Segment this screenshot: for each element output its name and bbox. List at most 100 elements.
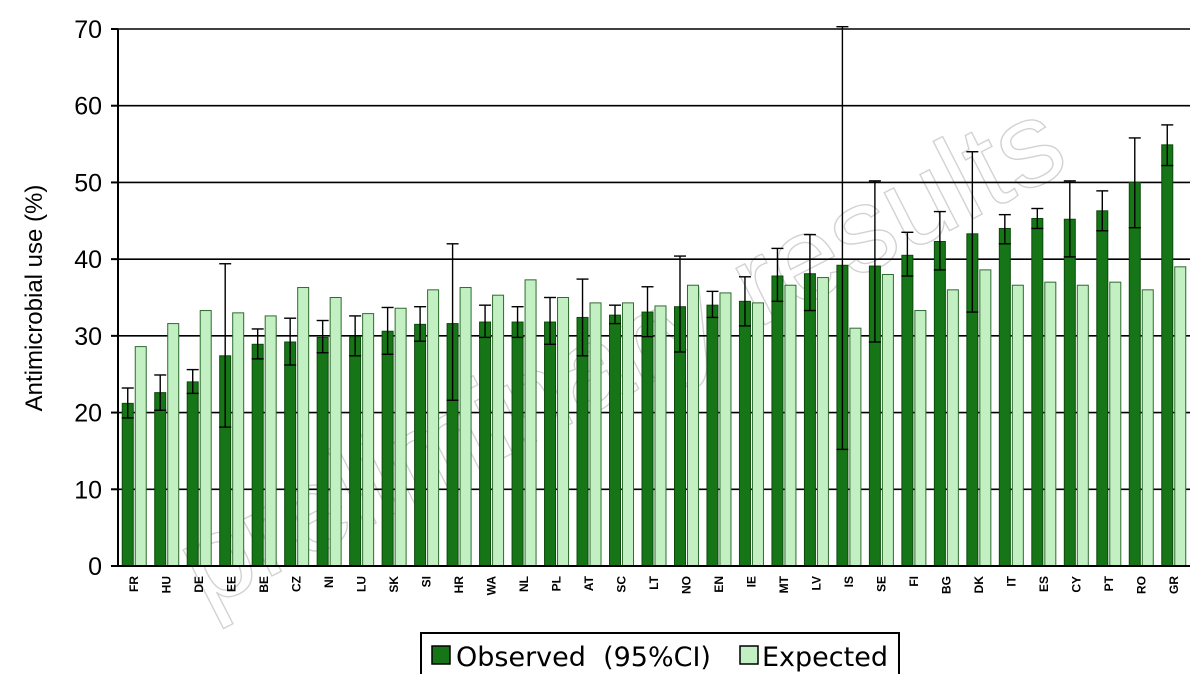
x-tick-label-DK: DK	[972, 576, 986, 594]
bar-observed-BG	[933, 240, 946, 567]
y-tick-label-10: 10	[74, 476, 102, 504]
x-tick-label-EE: EE	[225, 576, 239, 592]
bar-expected-AT	[589, 302, 602, 567]
bar-expected-PL	[557, 297, 570, 567]
y-tick-label-50: 50	[74, 169, 102, 197]
bar-observed-HU	[154, 392, 167, 567]
y-tick-label-0: 0	[88, 553, 102, 581]
bar-expected-IE	[751, 302, 764, 567]
bar-expected-IT	[1011, 284, 1024, 567]
bar-observed-LV	[803, 273, 816, 567]
x-tick-label-BE: BE	[257, 576, 271, 593]
bar-observed-LT	[641, 311, 654, 567]
gridlines	[111, 28, 1190, 567]
legend-box	[420, 632, 900, 674]
bar-expected-FR	[134, 346, 147, 567]
bar-expected-RO	[1141, 289, 1154, 567]
x-tick-label-BG: BG	[939, 576, 953, 594]
bar-expected-FI	[914, 310, 927, 567]
bar-expected-SI	[427, 289, 440, 567]
bar-expected-HU	[167, 323, 180, 567]
bar-observed-SI	[414, 323, 427, 567]
bar-observed-CZ	[284, 341, 297, 567]
bar-observed-PL	[544, 321, 557, 567]
y-tick-label-40: 40	[74, 246, 102, 274]
y-tick-label-60: 60	[74, 93, 102, 121]
x-tick-label-GR: GR	[1167, 576, 1181, 594]
bar-observed-FI	[901, 254, 914, 567]
bar-expected-SC	[622, 302, 635, 567]
bar-expected-MT	[784, 284, 797, 567]
x-tick-label-NL: NL	[517, 576, 531, 592]
y-tick-label-20: 20	[74, 400, 102, 428]
x-tick-label-WA: WA	[485, 576, 499, 596]
legend-swatch-observed	[431, 645, 451, 665]
legend-label-expected: Expected	[762, 642, 888, 673]
bar-observed-FR	[121, 402, 134, 567]
x-tick-label-CZ: CZ	[290, 576, 304, 592]
bar-observed-BE	[251, 343, 264, 567]
x-tick-label-ES: ES	[1037, 576, 1051, 592]
x-tick-label-AT: AT	[582, 575, 596, 591]
x-tick-label-SI: SI	[420, 576, 434, 587]
bar-expected-GR	[1174, 266, 1187, 567]
bar-expected-DK	[979, 269, 992, 567]
bar-expected-LU	[362, 313, 375, 567]
bar-observed-SC	[609, 314, 622, 567]
bar-expected-WA	[492, 294, 505, 567]
bar-expected-ES	[1044, 281, 1057, 567]
bar-observed-PT	[1096, 210, 1109, 567]
x-tick-label-HU: HU	[160, 576, 174, 593]
bar-expected-IS	[849, 327, 862, 567]
bar-expected-NO	[686, 284, 699, 567]
x-tick-labels: FR HU DE EE BE CZ NI LU SK SI HR WA NL PL AT SC LT NO EN IE…	[127, 575, 1181, 595]
bar-observed-ES	[1031, 217, 1044, 567]
bar-expected-PT	[1109, 281, 1122, 567]
legend-label-observed: Observed (95%CI)	[456, 642, 711, 673]
bar-observed-DE	[186, 381, 199, 567]
x-tick-label-SE: SE	[874, 576, 888, 592]
x-tick-label-LU: LU	[355, 576, 369, 592]
bar-expected-SE	[881, 273, 894, 567]
bar-expected-BE	[264, 315, 277, 567]
y-tick-label-70: 70	[74, 16, 102, 44]
x-tick-label-LV: LV	[809, 576, 823, 590]
x-tick-label-NO: NO	[679, 576, 693, 594]
bar-expected-EE	[232, 312, 245, 567]
bar-observed-NL	[511, 321, 524, 567]
x-tick-label-SC: SC	[615, 576, 629, 593]
bar-observed-RO	[1128, 181, 1141, 567]
x-tick-label-MT: MT	[777, 575, 791, 593]
bar-observed-NI	[316, 336, 329, 567]
bar-observed-LU	[349, 336, 362, 567]
bar-expected-NL	[524, 279, 537, 567]
bar-expected-SK	[394, 307, 407, 567]
bar-observed-GR	[1161, 144, 1174, 567]
bar-expected-CY	[1076, 284, 1089, 567]
x-tick-label-PT: PT	[1102, 575, 1116, 591]
y-tick-labels: 0 10 20 30 40 50 60 70	[74, 16, 102, 581]
x-tick-label-HR: HR	[452, 576, 466, 594]
bar-expected-EN	[719, 292, 732, 567]
bar-expected-HR	[459, 287, 472, 567]
x-tick-label-DE: DE	[192, 576, 206, 593]
bar-expected-DE	[199, 310, 212, 567]
x-tick-label-FI: FI	[907, 576, 921, 587]
x-tick-label-RO: RO	[1134, 576, 1148, 594]
y-tick-label-30: 30	[74, 323, 102, 351]
x-tick-label-EN: EN	[712, 576, 726, 593]
legend-swatch-expected	[739, 645, 759, 665]
x-tick-label-IT: IT	[1004, 575, 1018, 586]
x-tick-label-FR: FR	[127, 576, 141, 592]
bar-observed-IE	[738, 300, 751, 567]
x-tick-label-PL: PL	[550, 576, 564, 591]
bar-observed-IT	[998, 227, 1011, 567]
bar-observed-EN	[706, 304, 719, 567]
bar-expected-CZ	[297, 287, 310, 567]
x-tick-label-LT: LT	[647, 575, 661, 589]
x-tick-label-SK: SK	[387, 576, 401, 593]
bar-expected-NI	[329, 297, 342, 567]
bar-observed-SK	[381, 330, 394, 567]
x-tick-label-NI: NI	[322, 576, 336, 588]
